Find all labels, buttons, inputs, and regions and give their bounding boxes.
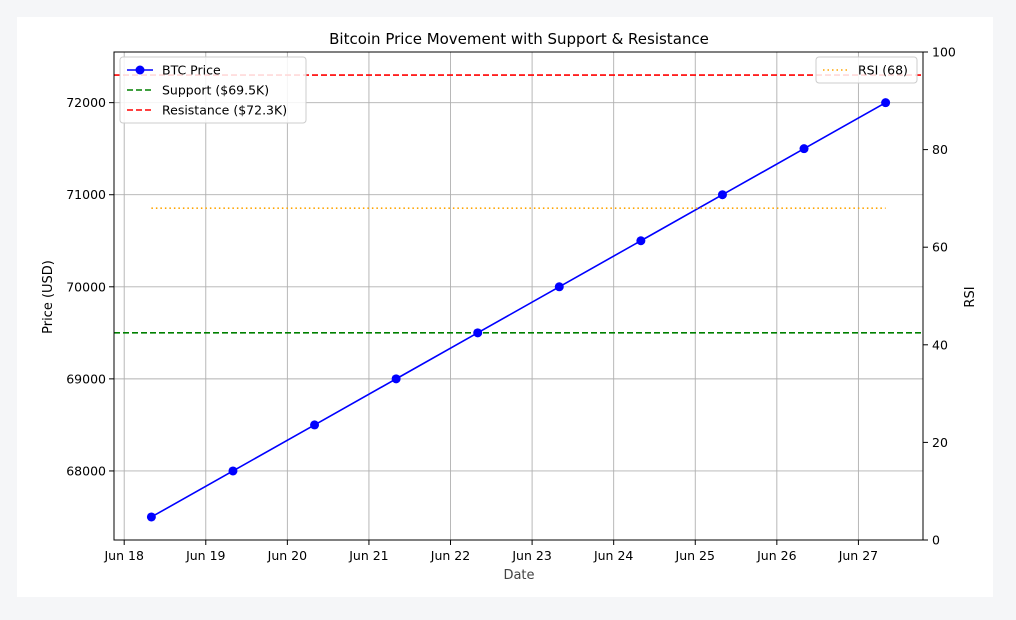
y2-axis-label: RSI (963, 286, 978, 307)
data-point (391, 374, 401, 384)
x-tick-label: Jun 18 (103, 548, 143, 563)
y-tick-label: 69000 (66, 371, 106, 386)
x-tick-label: Jun 20 (267, 548, 307, 563)
y-axis-label: Price (USD) (41, 260, 56, 334)
legend: RSI (68) (815, 56, 918, 84)
legend-marker (135, 65, 145, 75)
chart-frame: Jun 18 Jun 19 Jun 20 Jun 21 Jun 22 Jun 23 Jun … (17, 17, 993, 597)
x-tick-label: Jun 23 (511, 548, 551, 563)
legends: BTC Price Support ($69.5K) Resistance ($72… (119, 56, 918, 124)
legend-label: Resistance ($72.3K) (162, 103, 287, 118)
legend-label: Support ($69.5K) (162, 83, 269, 98)
x-axis-label: Date (503, 568, 534, 583)
y2-tick-label: 40 (932, 337, 948, 352)
data-point (554, 282, 564, 292)
plot-lines (114, 74, 923, 522)
y2-tick-label: 20 (932, 435, 948, 450)
x-tick-label: Jun 21 (348, 548, 388, 563)
data-point (636, 236, 646, 246)
x-tick-label: Jun 27 (838, 548, 878, 563)
data-point (146, 512, 156, 522)
y-tick-label: 71000 (66, 187, 106, 202)
data-point (717, 190, 727, 200)
data-point (881, 98, 891, 108)
x-tick-label: Jun 22 (430, 548, 470, 563)
data-point (473, 328, 483, 338)
legend: BTC Price Support ($69.5K) Resistance ($72… (119, 56, 307, 124)
data-point (799, 144, 809, 154)
axes (113, 51, 924, 541)
legend-label: RSI (68) (858, 63, 908, 78)
grid (114, 52, 923, 540)
x-tick-label: Jun 26 (756, 548, 796, 563)
series-line (150, 101, 887, 518)
chart-title: Bitcoin Price Movement with Support & Re… (329, 30, 709, 48)
legend-box (815, 56, 918, 84)
x-tick-label: Jun 19 (185, 548, 225, 563)
y2-tick-label: 80 (932, 142, 948, 157)
y-tick-label: 68000 (66, 463, 106, 478)
legend-box (119, 56, 307, 124)
y-tick-label: 72000 (66, 95, 106, 110)
data-point (310, 420, 320, 430)
y-tick-label: 70000 (66, 279, 106, 294)
legend-label: BTC Price (162, 63, 221, 78)
plot-border (113, 51, 924, 541)
chart: Jun 18 Jun 19 Jun 20 Jun 21 Jun 22 Jun 23 Jun … (41, 30, 978, 583)
ticks: Jun 18 Jun 19 Jun 20 Jun 21 Jun 22 Jun 23 Jun … (66, 45, 956, 564)
x-tick-label: Jun 24 (593, 548, 633, 563)
y2-tick-label: 0 (932, 533, 940, 548)
y2-tick-label: 100 (932, 45, 956, 60)
x-tick-label: Jun 25 (675, 548, 715, 563)
data-point (228, 466, 238, 476)
y2-tick-label: 60 (932, 240, 948, 255)
